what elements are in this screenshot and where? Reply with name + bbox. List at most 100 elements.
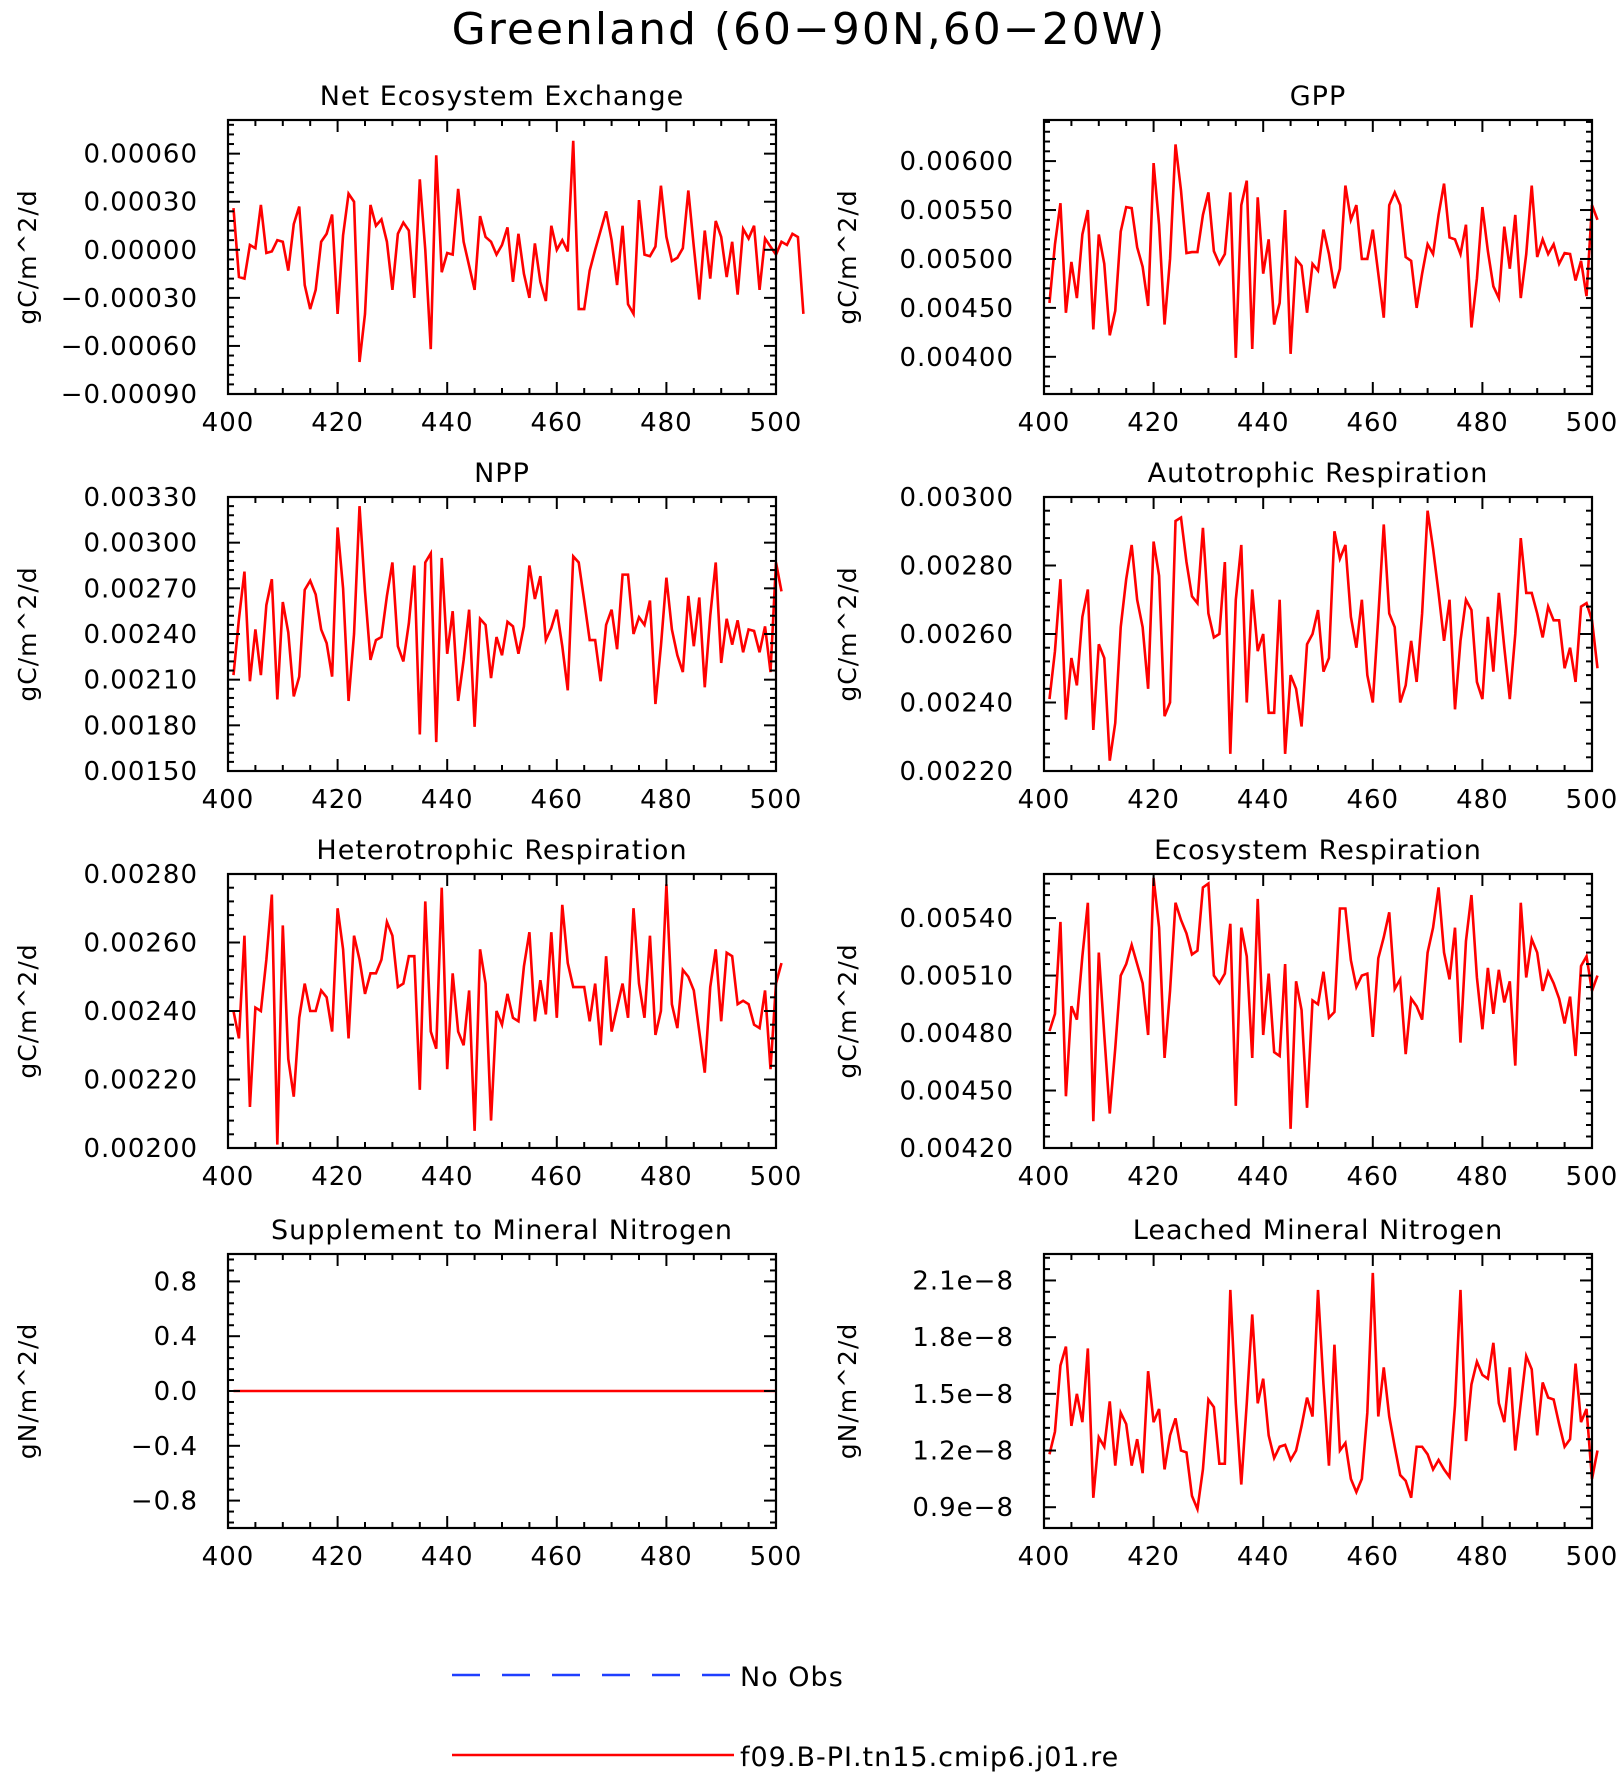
panel-title: Leached Mineral Nitrogen: [1133, 1215, 1503, 1246]
panel-title: GPP: [1290, 81, 1347, 112]
x-tick-label: 420: [1127, 408, 1180, 438]
y-tick-label: 0.00420: [899, 1134, 1014, 1164]
x-tick-label: 480: [640, 785, 693, 815]
y-tick-label: −0.8: [131, 1487, 198, 1517]
y-tick-label: −0.4: [131, 1432, 198, 1462]
y-tick-label: 0.00240: [83, 997, 198, 1027]
series-line: [1048, 877, 1599, 1129]
x-tick-label: 440: [421, 785, 474, 815]
panel-net-ecosystem-exchange: Net Ecosystem Exchange 400 420 440 460 480 500…: [13, 81, 805, 438]
x-tick-label: 440: [1237, 785, 1290, 815]
y-tick-label: 1.8e−8: [912, 1323, 1014, 1353]
panel-title: Heterotrophic Respiration: [316, 835, 687, 866]
panel-title: NPP: [474, 458, 530, 489]
y-tick-label: 0.00480: [899, 1019, 1014, 1049]
x-tick-label: 460: [530, 408, 583, 438]
legend: No Obs f09.B-PI.tn15.cmip6.j01.re: [452, 1662, 1118, 1773]
x-tick-label: 460: [530, 1542, 583, 1572]
y-tick-label: 0.00240: [83, 620, 198, 650]
x-tick-label: 480: [1456, 1162, 1509, 1192]
y-tick-label: 0.00300: [83, 529, 198, 559]
y-tick-label: 0.00300: [899, 483, 1014, 513]
x-tick-label: 420: [311, 1542, 364, 1572]
x-tick-label: 500: [1566, 1542, 1618, 1572]
y-tick-label: 0.00280: [899, 552, 1014, 582]
x-tick-label: 500: [750, 408, 803, 438]
y-tick-label: 0.00550: [899, 196, 1014, 226]
y-tick-label: 0.00400: [899, 343, 1014, 373]
x-tick-label: 460: [1346, 785, 1399, 815]
y-tick-label: 0.00200: [83, 1134, 198, 1164]
x-tick-label: 460: [1346, 1542, 1399, 1572]
x-tick-label: 400: [202, 1162, 255, 1192]
figure-title: Greenland (60−90N,60−20W): [452, 4, 1167, 55]
y-tick-label: 0.00510: [899, 962, 1014, 992]
legend-label-no-obs: No Obs: [740, 1662, 844, 1693]
y-tick-label: 0.00260: [899, 620, 1014, 650]
panel-leached-mineral-nitrogen: Leached Mineral Nitrogen 400 420 440 460 480 5…: [833, 1215, 1618, 1572]
y-tick-label: −0.00030: [61, 284, 198, 314]
y-tick-label: 0.00450: [899, 294, 1014, 324]
plot-frame: [1042, 495, 1594, 773]
panel-npp: NPP 400 420 440 460 480 500 0.00150 0.00180 0.002…: [13, 458, 803, 815]
x-tick-label: 480: [1456, 1542, 1509, 1572]
y-axis-label: gN/m^2/d: [13, 1323, 42, 1460]
y-axis-label: gC/m^2/d: [13, 189, 42, 324]
y-tick-label: −0.00060: [61, 332, 198, 362]
plot-frame: [226, 495, 778, 773]
y-tick-label: 0.00540: [899, 904, 1014, 934]
x-tick-label: 400: [202, 408, 255, 438]
x-tick-label: 480: [1456, 408, 1509, 438]
series-line: [232, 506, 783, 743]
x-tick-label: 500: [750, 1542, 803, 1572]
y-tick-label: 0.00450: [899, 1077, 1014, 1107]
panel-title: Net Ecosystem Exchange: [320, 81, 685, 112]
y-tick-label: 0.00330: [83, 483, 198, 513]
series-line: [1048, 1272, 1599, 1515]
y-tick-label: 0.00500: [899, 245, 1014, 275]
y-tick-label: 0.00060: [83, 140, 198, 170]
x-tick-label: 480: [1456, 785, 1509, 815]
series-line: [232, 884, 783, 1145]
panel-title: Ecosystem Respiration: [1154, 835, 1482, 866]
x-tick-label: 440: [421, 408, 474, 438]
y-tick-label: 1.2e−8: [912, 1437, 1014, 1467]
panel-ecosystem-respiration: Ecosystem Respiration 400 420 440 460 480 500 0…: [833, 835, 1618, 1192]
y-tick-label: −0.00090: [61, 380, 198, 410]
x-tick-label: 460: [530, 785, 583, 815]
x-tick-label: 500: [1566, 1162, 1618, 1192]
y-axis-label: gC/m^2/d: [13, 566, 42, 701]
series-line: [1048, 144, 1599, 358]
x-tick-label: 500: [1566, 785, 1618, 815]
x-tick-label: 500: [750, 785, 803, 815]
y-tick-label: 0.00220: [83, 1066, 198, 1096]
y-tick-label: 0.00000: [83, 236, 198, 266]
x-tick-label: 420: [1127, 785, 1180, 815]
y-tick-label: 0.00150: [83, 757, 198, 787]
x-tick-label: 400: [202, 1542, 255, 1572]
y-tick-label: 0.00280: [83, 860, 198, 890]
series-line: [1048, 510, 1599, 761]
panel-autotrophic-respiration: Autotrophic Respiration 400 420 440 460 480 50…: [833, 458, 1618, 815]
x-tick-label: 420: [311, 408, 364, 438]
y-tick-label: 0.8: [154, 1267, 198, 1297]
panel-heterotrophic-respiration: Heterotrophic Respiration 400 420 440 460 480…: [13, 835, 801, 1192]
x-tick-label: 440: [421, 1162, 474, 1192]
y-tick-label: 0.9e−8: [912, 1493, 1014, 1523]
x-tick-label: 440: [1237, 1542, 1290, 1572]
x-tick-label: 480: [640, 1542, 693, 1572]
y-axis-label: gN/m^2/d: [833, 1323, 862, 1460]
y-tick-label: 0.0: [154, 1377, 198, 1407]
y-tick-label: 2.1e−8: [912, 1266, 1014, 1296]
y-tick-label: 0.00210: [83, 666, 198, 696]
y-tick-label: 0.4: [154, 1322, 198, 1352]
y-axis-label: gC/m^2/d: [13, 943, 42, 1078]
x-tick-label: 480: [640, 408, 693, 438]
x-tick-label: 460: [1346, 1162, 1399, 1192]
y-tick-label: 0.00600: [899, 147, 1014, 177]
x-tick-label: 500: [1566, 408, 1618, 438]
y-tick-label: 0.00030: [83, 188, 198, 218]
x-tick-label: 400: [1018, 1542, 1071, 1572]
plot-frame: [1042, 872, 1594, 1150]
